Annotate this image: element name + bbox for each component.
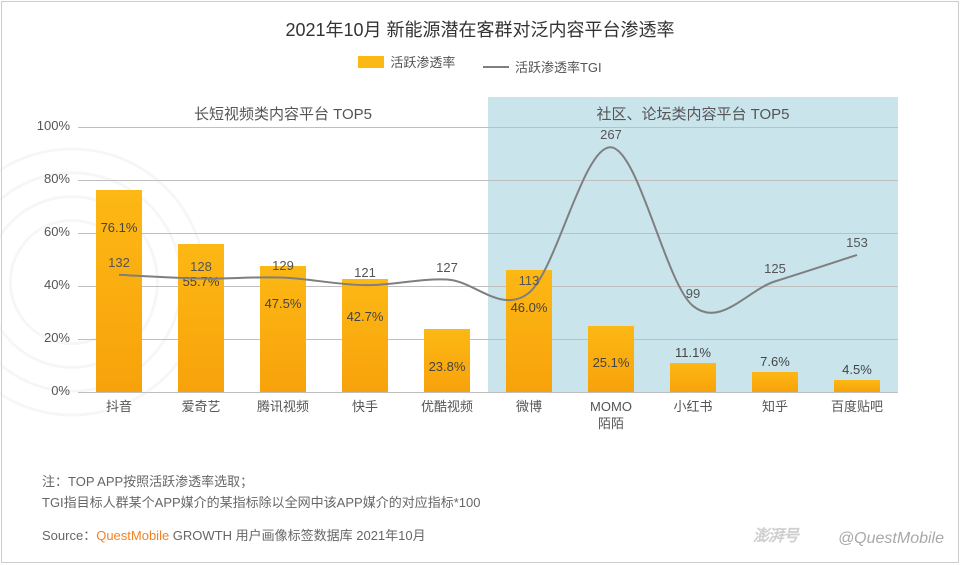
chart-container: 2021年10月 新能源潜在客群对泛内容平台渗透率 活跃渗透率 活跃渗透率TGI… — [1, 1, 959, 563]
y-axis-tick: 20% — [26, 330, 70, 345]
x-axis-label: 优酷视频 — [407, 399, 487, 416]
x-axis-label: 小红书 — [653, 399, 733, 416]
y-axis-tick: 40% — [26, 277, 70, 292]
tgi-value-label: 121 — [345, 265, 385, 280]
x-axis-label: 微博 — [489, 399, 569, 416]
bar-value-label: 23.8% — [417, 359, 477, 374]
bar-value-label: 55.7% — [171, 274, 231, 289]
note-line-1: 注：TOP APP按照活跃渗透率选取； — [42, 472, 480, 493]
note-line-2: TGI指目标人群某个APP媒介的某指标除以全网中该APP媒介的对应指标*100 — [42, 493, 480, 514]
y-axis-tick: 100% — [26, 118, 70, 133]
y-axis-tick: 60% — [26, 224, 70, 239]
chart-plot-area: 长短视频类内容平台 TOP5 社区、论坛类内容平台 TOP5 0%20%40%6… — [78, 97, 898, 392]
x-axis-label: 腾讯视频 — [243, 399, 323, 416]
source-prefix: Source： — [42, 528, 96, 543]
tgi-value-label: 113 — [509, 273, 549, 288]
tgi-value-label: 125 — [755, 261, 795, 276]
tgi-value-label: 267 — [591, 127, 631, 142]
legend-bar-swatch — [358, 56, 384, 68]
legend-line: 活跃渗透率TGI — [483, 57, 602, 76]
x-axis-label: 百度贴吧 — [817, 399, 897, 416]
bar — [834, 380, 879, 392]
legend-line-swatch — [483, 66, 509, 68]
x-axis-label: MOMO陌陌 — [571, 399, 651, 433]
bar-value-label: 25.1% — [581, 355, 641, 370]
gridline — [78, 233, 898, 234]
gridline — [78, 127, 898, 128]
tgi-value-label: 153 — [837, 235, 877, 250]
bar — [260, 266, 305, 392]
tgi-value-label: 99 — [673, 286, 713, 301]
source-line: Source：QuestMobile GROWTH 用户画像标签数据库 2021… — [42, 525, 426, 544]
bar-value-label: 42.7% — [335, 309, 395, 324]
legend: 活跃渗透率 活跃渗透率TGI — [2, 42, 958, 82]
x-axis-label: 抖音 — [79, 399, 159, 416]
chart-title: 2021年10月 新能源潜在客群对泛内容平台渗透率 — [2, 2, 958, 42]
bar-value-label: 7.6% — [745, 354, 805, 369]
watermark-mid: 澎湃号 — [753, 522, 798, 546]
bar — [506, 270, 551, 392]
bar-value-label: 47.5% — [253, 296, 313, 311]
bar — [342, 279, 387, 392]
x-axis-label: 快手 — [325, 399, 405, 416]
bar-value-label: 76.1% — [89, 220, 149, 235]
legend-bar-label: 活跃渗透率 — [390, 52, 455, 71]
tgi-value-label: 127 — [427, 260, 467, 275]
bar-value-label: 11.1% — [663, 345, 723, 360]
gridline — [78, 392, 898, 393]
gridline — [78, 180, 898, 181]
legend-line-label: 活跃渗透率TGI — [515, 57, 602, 76]
legend-bar: 活跃渗透率 — [358, 52, 455, 71]
x-axis-label: 知乎 — [735, 399, 815, 416]
bar-value-label: 4.5% — [827, 362, 887, 377]
section-label-left: 长短视频类内容平台 TOP5 — [78, 103, 488, 124]
y-axis-tick: 80% — [26, 171, 70, 186]
watermark-right: @QuestMobile — [838, 530, 944, 548]
tgi-value-label: 132 — [99, 255, 139, 270]
tgi-value-label: 128 — [181, 259, 221, 274]
y-axis-tick: 0% — [26, 383, 70, 398]
chart-notes: 注：TOP APP按照活跃渗透率选取； TGI指目标人群某个APP媒介的某指标除… — [42, 472, 480, 514]
source-rest: GROWTH 用户画像标签数据库 2021年10月 — [169, 528, 425, 543]
tgi-value-label: 129 — [263, 258, 303, 273]
bar — [752, 372, 797, 392]
source-brand: QuestMobile — [96, 528, 169, 543]
bar-value-label: 46.0% — [499, 300, 559, 315]
x-axis-label: 爱奇艺 — [161, 399, 241, 416]
section-label-right: 社区、论坛类内容平台 TOP5 — [488, 103, 898, 124]
bar — [670, 363, 715, 392]
